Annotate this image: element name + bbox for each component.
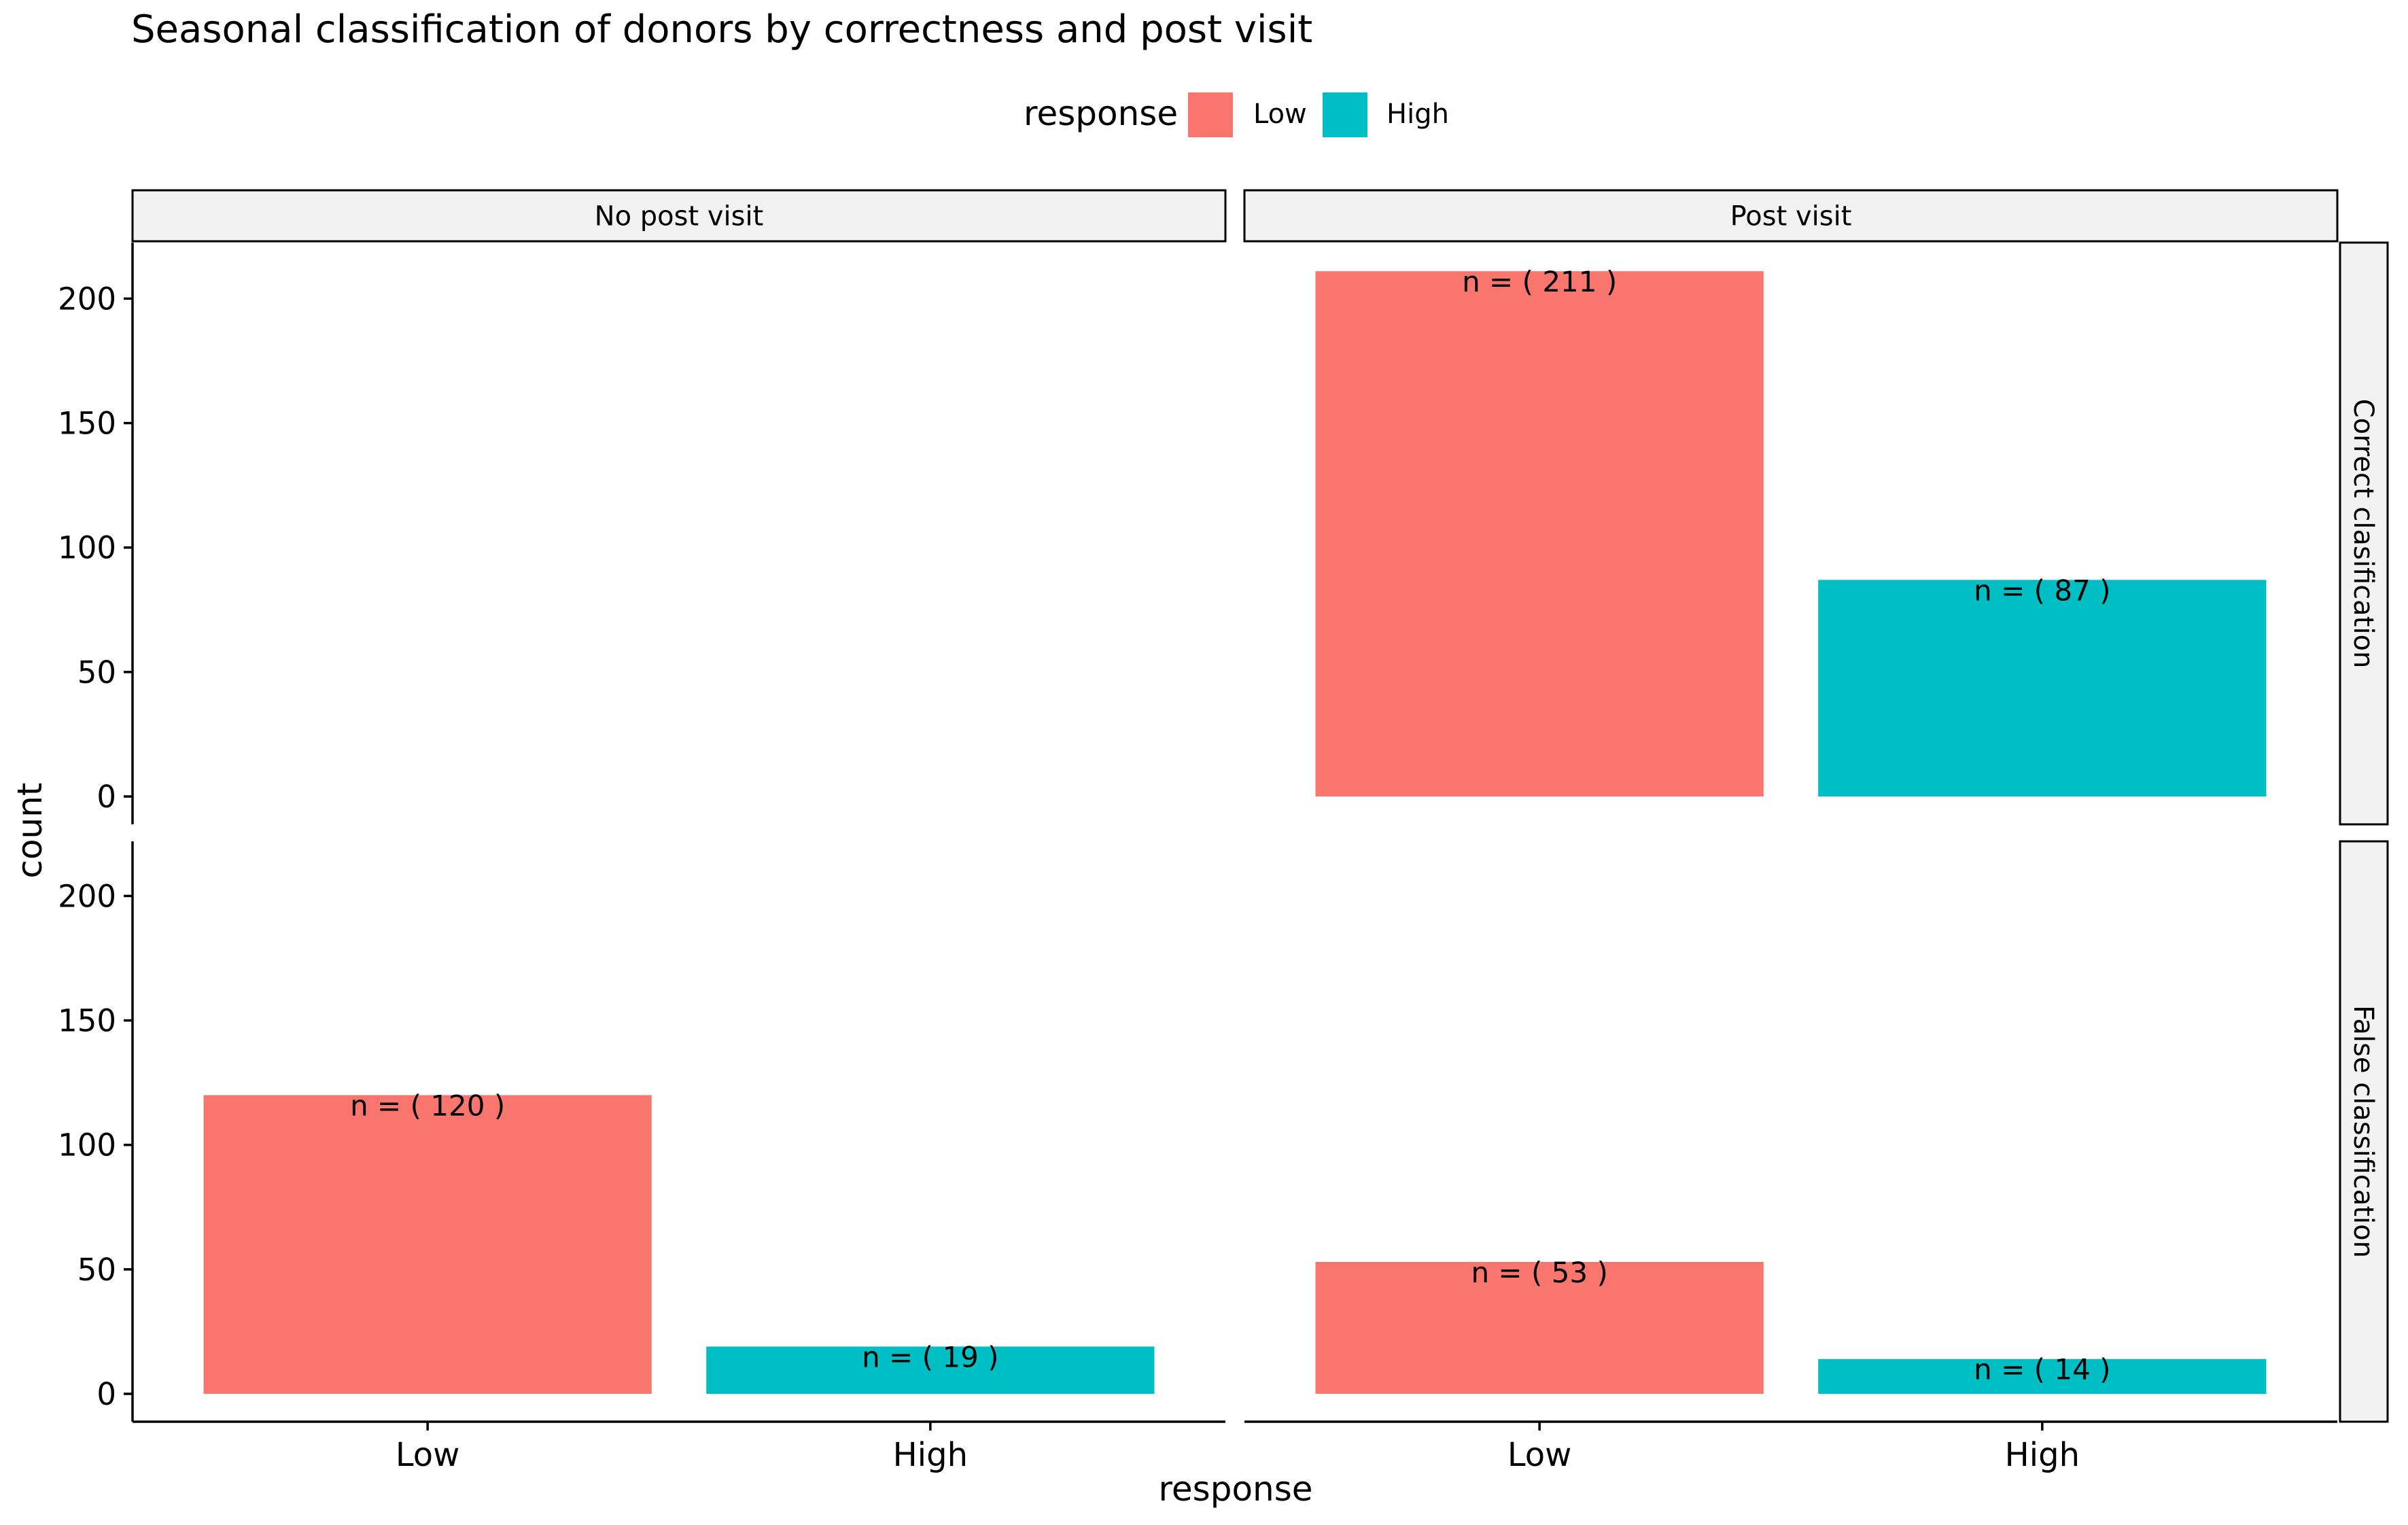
y-tick-label: 0 [97,1376,116,1412]
panels: No post visit Post visit Correct clasifica… [58,189,2389,1474]
bar-low [203,1095,652,1394]
bar-data-label: n = ( 211 ) [1462,265,1617,298]
legend-swatch-high [1323,92,1367,137]
legend: response Low High [1024,92,1449,137]
x-axis-label: response [1158,1469,1312,1509]
legend-swatch-low [1188,92,1233,137]
y-tick-label: 100 [58,1127,116,1163]
chart-title: Seasonal classification of donors by cor… [131,7,1312,52]
facet-strip-row [2339,840,2389,1423]
facet-strip-row-label: Correct clasification [2348,399,2379,669]
facet-strip-col [1243,189,2339,243]
legend-label-low: Low [1253,99,1307,130]
bar-data-label: n = ( 120 ) [350,1089,505,1122]
bar-low [1315,271,1764,796]
bar-data-label: n = ( 14 ) [1974,1353,2110,1386]
y-tick-label: 50 [77,654,116,690]
facet-strip-row [2339,241,2389,826]
y-tick-label: 100 [58,530,116,566]
x-tick-label: Low [396,1436,460,1474]
x-tick-label: Low [1507,1436,1572,1474]
y-tick-label: 0 [97,779,116,815]
x-tick-label: High [2005,1436,2080,1474]
y-axis-label: count [10,782,50,878]
bar-low [1315,1261,1764,1394]
bar-high [1818,580,2267,796]
y-tick-label: 150 [58,1003,116,1039]
facet-strip-row-label: False classification [2348,1005,2379,1258]
facet-strip-col-label: Post visit [1730,201,1852,232]
bar-high [706,1346,1155,1394]
bar-data-label: n = ( 19 ) [862,1340,998,1373]
y-tick-label: 150 [58,406,116,442]
bar-data-label: n = ( 87 ) [1974,574,2110,607]
legend-title: response [1024,94,1178,133]
bar-high [1818,1359,2267,1394]
y-tick-label: 50 [77,1252,116,1288]
bar-data-label: n = ( 53 ) [1471,1256,1607,1289]
facet-strip-col [131,189,1227,243]
y-tick-label: 200 [58,878,116,914]
y-tick-label: 200 [58,281,116,317]
facet-strip-col-label: No post visit [595,201,764,232]
x-tick-label: High [893,1436,968,1474]
legend-label-high: High [1386,99,1449,130]
